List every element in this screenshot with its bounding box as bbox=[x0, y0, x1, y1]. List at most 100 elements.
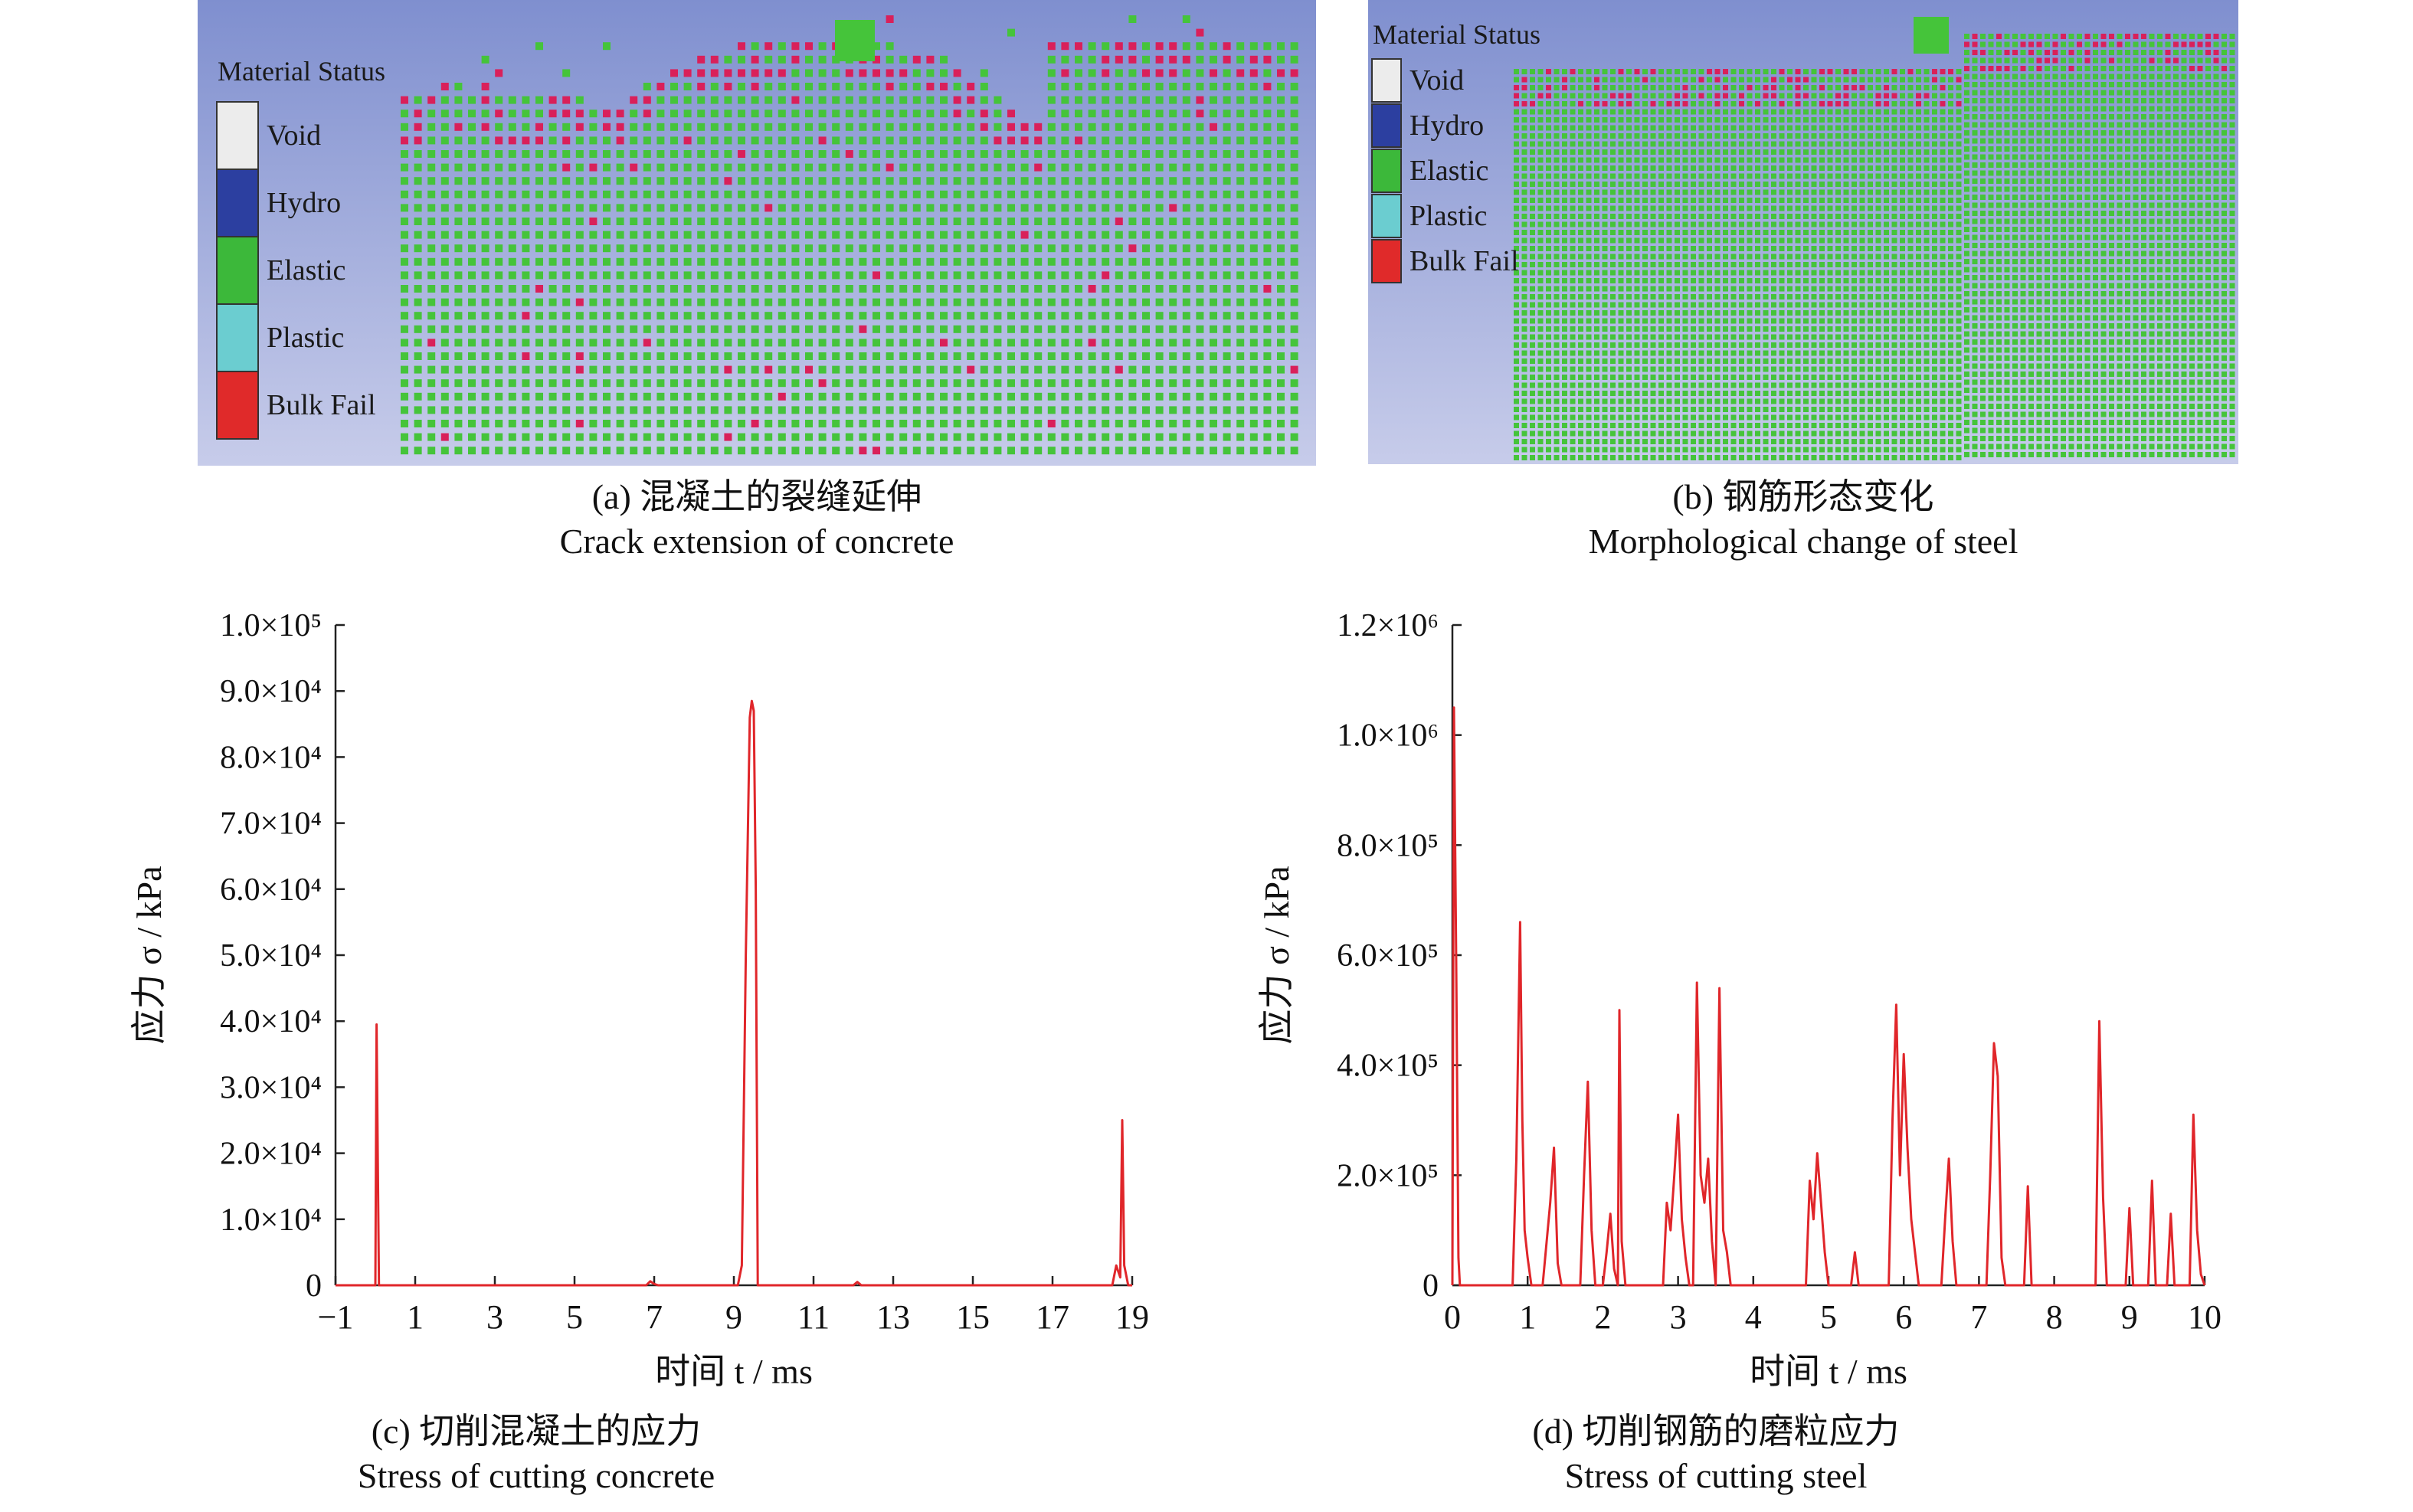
elastic-cell bbox=[1698, 302, 1704, 308]
elastic-cell bbox=[1859, 182, 1865, 187]
elastic-cell bbox=[873, 42, 880, 51]
elastic-cell bbox=[1964, 202, 1969, 208]
elastic-cell bbox=[1891, 455, 1897, 460]
elastic-cell bbox=[1562, 93, 1567, 99]
elastic-cell bbox=[1210, 365, 1217, 374]
elastic-cell bbox=[1707, 358, 1712, 364]
elastic-cell bbox=[926, 204, 935, 212]
elastic-cell bbox=[1691, 342, 1696, 348]
elastic-cell bbox=[1972, 114, 1978, 119]
elastic-cell bbox=[1868, 414, 1873, 421]
elastic-cell bbox=[1537, 189, 1544, 195]
elastic-cell bbox=[1618, 382, 1624, 388]
elastic-cell bbox=[1988, 315, 1994, 321]
elastic-cell bbox=[1755, 141, 1760, 147]
elastic-cell bbox=[1650, 430, 1656, 437]
elastic-cell bbox=[1779, 326, 1785, 332]
elastic-cell bbox=[1771, 205, 1776, 211]
failed-cell bbox=[1771, 93, 1776, 99]
failed-cell bbox=[1940, 101, 1946, 106]
elastic-cell bbox=[751, 204, 759, 212]
elastic-cell bbox=[1964, 404, 1969, 409]
elastic-cell bbox=[1642, 414, 1648, 421]
elastic-cell bbox=[1907, 246, 1914, 251]
elastic-cell bbox=[1827, 254, 1833, 260]
elastic-cell bbox=[1618, 149, 1624, 155]
elastic-cell bbox=[1803, 286, 1809, 292]
elastic-cell bbox=[1755, 85, 1760, 90]
elastic-cell bbox=[1562, 334, 1567, 340]
elastic-cell bbox=[805, 339, 813, 347]
elastic-cell bbox=[1578, 133, 1583, 139]
elastic-cell bbox=[1562, 447, 1567, 453]
elastic-cell bbox=[1578, 439, 1583, 444]
elastic-cell bbox=[1907, 302, 1914, 308]
elastic-cell bbox=[1907, 382, 1914, 388]
failed-cell bbox=[589, 163, 598, 172]
elastic-cell bbox=[1530, 294, 1535, 299]
elastic-cell bbox=[697, 231, 706, 239]
elastic-cell bbox=[1835, 423, 1841, 428]
elastic-cell bbox=[1956, 117, 1962, 123]
elastic-cell bbox=[1537, 165, 1544, 171]
elastic-cell bbox=[1827, 302, 1833, 308]
elastic-cell bbox=[1602, 221, 1608, 227]
elastic-cell bbox=[481, 190, 489, 198]
elastic-cell bbox=[643, 177, 651, 185]
elastic-cell bbox=[1868, 165, 1873, 171]
elastic-cell bbox=[953, 163, 961, 172]
elastic-cell bbox=[1900, 109, 1905, 115]
elastic-cell bbox=[1698, 334, 1704, 340]
elastic-cell bbox=[1948, 198, 1953, 203]
elastic-cell bbox=[1859, 398, 1865, 404]
elastic-cell bbox=[1530, 366, 1535, 372]
elastic-cell bbox=[1907, 157, 1914, 163]
elastic-cell bbox=[926, 285, 935, 293]
elastic-cell bbox=[1634, 334, 1640, 340]
elastic-cell bbox=[1115, 177, 1123, 185]
elastic-cell bbox=[1142, 406, 1150, 414]
elastic-cell bbox=[1290, 392, 1298, 401]
elastic-cell bbox=[912, 218, 921, 225]
elastic-cell bbox=[508, 365, 516, 374]
elastic-cell bbox=[1594, 334, 1599, 340]
elastic-cell bbox=[1827, 430, 1833, 437]
elastic-cell bbox=[670, 339, 678, 347]
elastic-cell bbox=[630, 325, 638, 333]
elastic-cell bbox=[1980, 355, 1986, 361]
elastic-cell bbox=[1714, 149, 1721, 155]
elastic-cell bbox=[1819, 439, 1825, 444]
elastic-cell bbox=[1851, 350, 1857, 356]
elastic-cell bbox=[1618, 125, 1624, 131]
elastic-cell bbox=[454, 298, 463, 306]
elastic-cell bbox=[1884, 439, 1889, 444]
elastic-cell bbox=[1932, 109, 1937, 115]
elastic-cell bbox=[845, 352, 853, 360]
elastic-cell bbox=[1047, 271, 1056, 280]
elastic-cell bbox=[1972, 122, 1978, 128]
elastic-cell bbox=[1658, 221, 1664, 227]
elastic-cell bbox=[1594, 254, 1599, 260]
elastic-cell bbox=[738, 231, 745, 239]
elastic-cell bbox=[1666, 165, 1672, 171]
elastic-cell bbox=[1859, 254, 1865, 260]
elastic-cell bbox=[1779, 350, 1785, 356]
elastic-cell bbox=[1779, 318, 1785, 324]
elastic-cell bbox=[1570, 375, 1576, 380]
elastic-cell bbox=[980, 406, 988, 414]
elastic-cell bbox=[899, 325, 908, 333]
elastic-cell bbox=[967, 392, 975, 401]
elastic-cell bbox=[1088, 244, 1096, 253]
elastic-cell bbox=[1859, 77, 1865, 83]
failed-cell bbox=[1932, 69, 1937, 74]
elastic-cell bbox=[1698, 109, 1704, 115]
elastic-cell bbox=[1819, 157, 1825, 163]
elastic-cell bbox=[468, 218, 476, 225]
elastic-cell bbox=[1714, 237, 1721, 244]
elastic-cell bbox=[1602, 439, 1608, 444]
elastic-cell bbox=[751, 42, 759, 51]
elastic-cell bbox=[1682, 302, 1688, 308]
elastic-cell bbox=[1747, 93, 1753, 99]
elastic-cell bbox=[912, 257, 921, 266]
elastic-cell bbox=[1956, 85, 1962, 90]
